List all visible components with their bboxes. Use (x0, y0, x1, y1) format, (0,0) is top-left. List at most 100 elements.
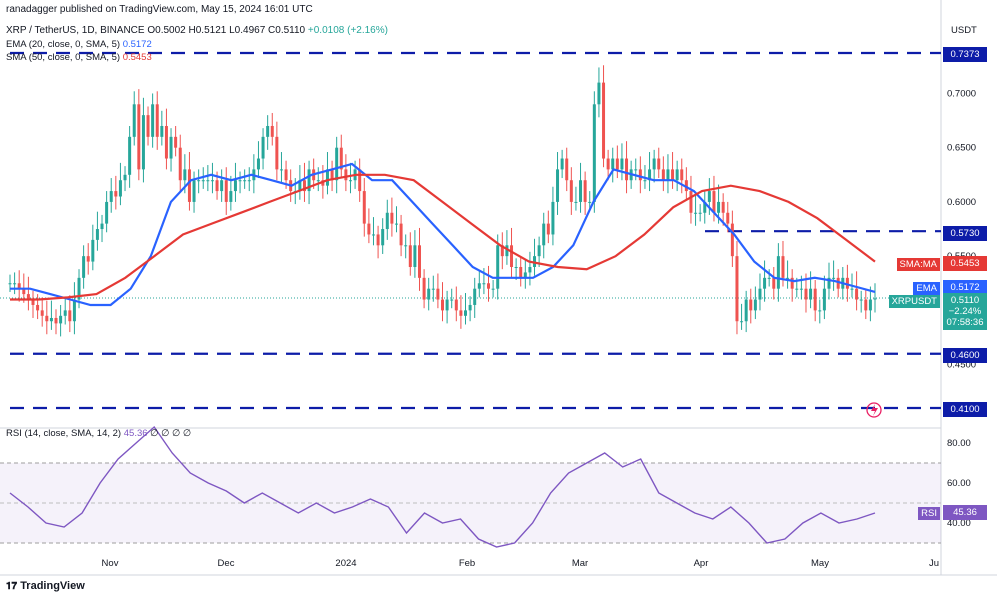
candle-body (335, 147, 339, 181)
candle-body (592, 104, 596, 202)
level-label-0: 0.7373 (943, 47, 987, 62)
candle-body (717, 201, 721, 213)
candle-body (634, 169, 638, 171)
candle-body (95, 229, 99, 240)
candle-body (551, 201, 555, 235)
tradingview-logo[interactable]: 𝟏𝟕 TradingView (6, 580, 85, 592)
candle-body (832, 277, 836, 279)
ohlc-open: O0.5002 (147, 25, 186, 36)
time-tick-4: Mar (572, 558, 588, 569)
candle-body (408, 245, 412, 267)
candle-body (459, 310, 463, 316)
sma50-line (10, 173, 876, 301)
candle-body (362, 191, 366, 224)
candle-body (510, 245, 514, 267)
candle-body (855, 288, 859, 300)
candle-body (238, 180, 242, 182)
candle-body (487, 283, 491, 289)
candle-body (859, 299, 863, 301)
flash-icon (866, 402, 882, 418)
candle-body (671, 169, 675, 181)
candle-body (201, 180, 205, 182)
candle-body (680, 169, 684, 181)
candle-body (786, 277, 790, 279)
price-tick-4: 0.4500 (947, 360, 976, 371)
candle-body (615, 158, 619, 170)
candle-body (247, 180, 251, 182)
candle-body (132, 104, 136, 137)
candle-body (818, 310, 822, 312)
candle-body (325, 169, 329, 186)
candle-body (36, 304, 40, 311)
currency-label[interactable]: USDT (951, 25, 977, 36)
time-tick-5: Apr (694, 558, 709, 569)
candle-body (795, 288, 799, 290)
rsi-tick-0: 80.00 (947, 438, 971, 449)
candle-body (146, 115, 150, 137)
candle-body (417, 245, 421, 278)
candle-body (141, 115, 145, 170)
candle-body (496, 245, 500, 289)
sma-legend[interactable]: SMA (50, close, 0, SMA, 5) 0.5453 (6, 52, 152, 63)
candle-body (657, 158, 661, 170)
candle-body (422, 277, 426, 300)
candle-body (210, 180, 214, 182)
candle-body (279, 169, 283, 171)
candle-body (270, 125, 274, 137)
candle-body (266, 125, 270, 137)
candle-body (233, 180, 237, 192)
candle-body (224, 180, 228, 202)
ohlc-change: +0.0108 (+2.16%) (307, 25, 388, 36)
candle-body (394, 223, 398, 225)
candle-body (413, 245, 417, 267)
price-tick-0: 0.7000 (947, 88, 976, 99)
candle-body (694, 212, 698, 214)
candle-body (689, 191, 693, 213)
candle-body (519, 266, 523, 278)
candle-body (206, 180, 210, 182)
candle-body (385, 212, 389, 230)
candle-body (197, 180, 201, 182)
candle-body (845, 277, 849, 289)
candle-body (648, 169, 652, 181)
candle-body (804, 288, 808, 300)
rsi-legend-tail: ∅ ∅ ∅ ∅ (150, 428, 192, 439)
ema-legend[interactable]: EMA (20, close, 0, SMA, 5) 0.5172 (6, 39, 152, 50)
candle-body (436, 288, 440, 300)
candle-body (767, 277, 771, 279)
candle-body (68, 310, 72, 322)
ohlc-low: L0.4967 (229, 25, 266, 36)
candle-body (473, 288, 477, 305)
candle-body (873, 298, 877, 300)
rsi-legend-value: 45.36 (123, 428, 148, 439)
candle-body (13, 283, 17, 285)
candle-body (160, 125, 164, 137)
candle-body (666, 169, 670, 181)
candle-body (574, 201, 578, 203)
candle-body (123, 174, 127, 181)
ema-legend-value: 0.5172 (122, 39, 152, 50)
current-price-value: 0.5110 (950, 295, 980, 306)
candle-body (105, 201, 109, 224)
candle-body (556, 169, 560, 202)
candle-body (546, 223, 550, 235)
candle-body (344, 169, 348, 181)
candle-body (348, 180, 352, 182)
candle-body (514, 266, 518, 268)
current-price-timer: 07:58:36 (946, 317, 984, 328)
time-tick-0: Nov (102, 558, 119, 569)
candle-body (850, 288, 854, 290)
candle-body (491, 288, 495, 290)
candle-body (229, 191, 233, 202)
candle-body (809, 288, 813, 300)
candle-body (215, 180, 219, 192)
candle-body (390, 212, 394, 224)
candle-body (155, 104, 159, 137)
ema20-line (10, 162, 876, 307)
rsi-legend[interactable]: RSI (14, close, SMA, 14, 2) 45.36 ∅ ∅ ∅ … (6, 428, 191, 439)
rsi-line (9, 425, 876, 548)
candle-body (468, 304, 472, 311)
candle-body (772, 277, 776, 289)
candle-body (602, 82, 606, 159)
